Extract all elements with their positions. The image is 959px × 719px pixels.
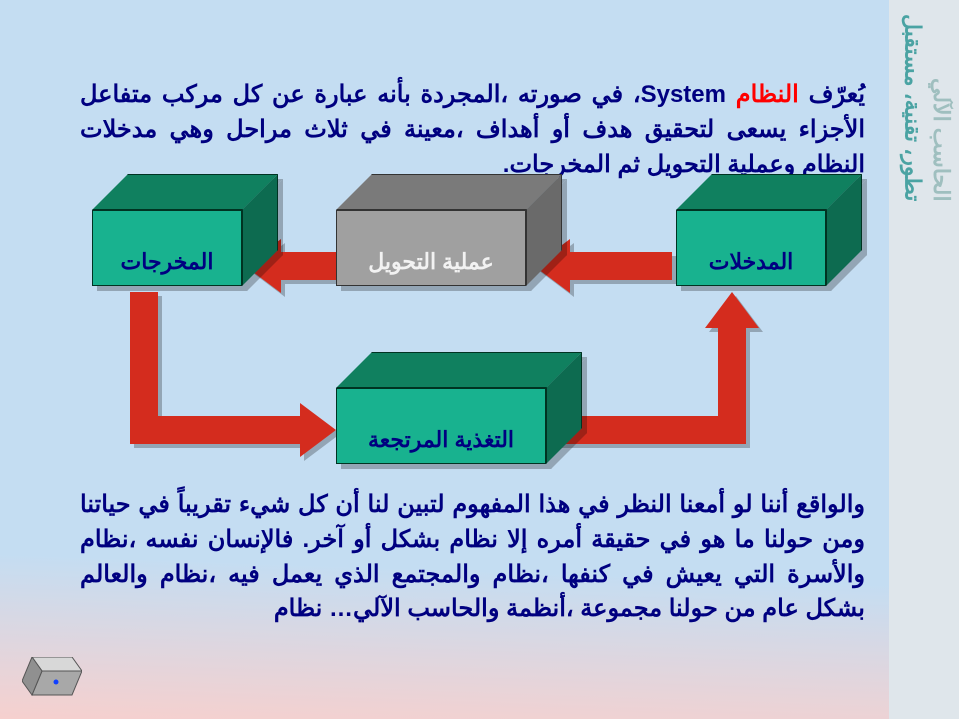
sidebar-title: الحاسب الآلي xyxy=(929,78,953,202)
intro-pre: يُعرّف xyxy=(799,81,865,108)
diagram-box-process-label: عملية التحويل xyxy=(340,249,522,275)
diagram-box-feedback: التغذية المرتجعة xyxy=(336,352,582,464)
nav-key-icon xyxy=(22,657,82,703)
sidebar-subtitle: تطور، تقنية، مستقبل xyxy=(900,14,924,201)
diagram-box-inputs-label: المدخلات xyxy=(680,249,822,275)
diagram-box-outputs: المخرجات xyxy=(92,174,278,286)
diagram-box-feedback-label: التغذية المرتجعة xyxy=(340,427,542,453)
diagram-box-inputs: المدخلات xyxy=(676,174,862,286)
sidebar-strip: الحاسب الآلي تطور، تقنية، مستقبل xyxy=(889,0,959,719)
intro-paragraph: يُعرّف النظام System، في صورته ،المجردة … xyxy=(80,78,865,182)
diagram-box-outputs-label: المخرجات xyxy=(96,249,238,275)
conclusion-paragraph: والواقع أننا لو أمعنا النظر في هذا المفه… xyxy=(80,488,865,627)
slide-nav-key[interactable] xyxy=(22,657,82,703)
diagram-box-process: عملية التحويل xyxy=(336,174,562,286)
intro-accent: النظام xyxy=(736,81,799,108)
